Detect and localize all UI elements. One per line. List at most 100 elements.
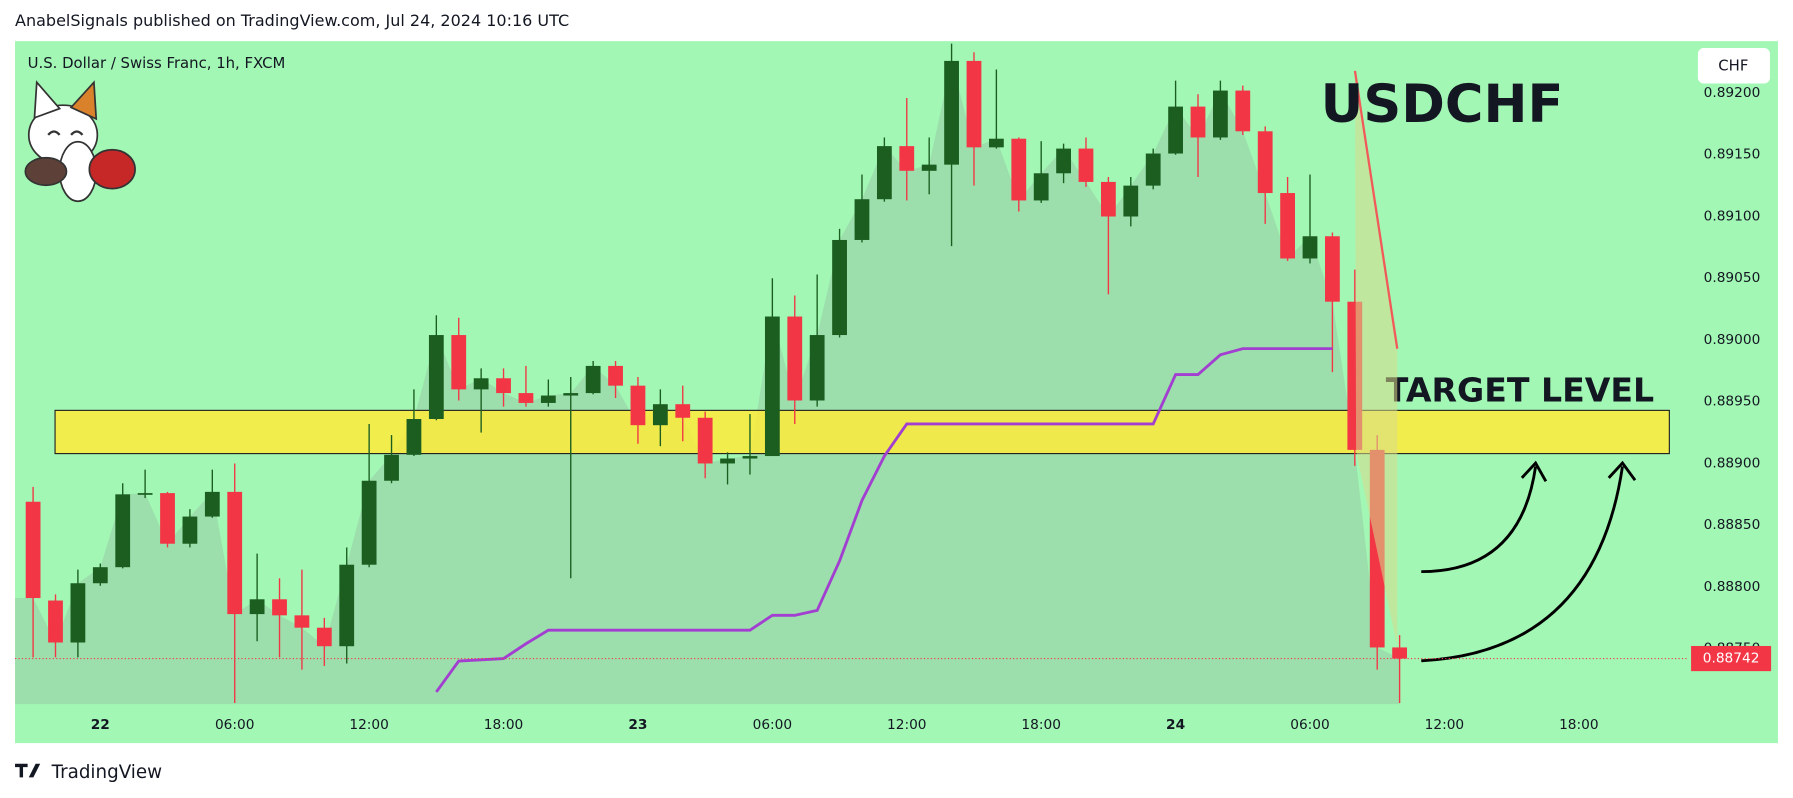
x-tick-label: 06:00 (753, 717, 792, 733)
candle-body (518, 393, 534, 403)
candle-body (787, 316, 803, 401)
target-zone (54, 409, 1670, 455)
candle-body (294, 615, 310, 628)
candle-body (316, 627, 332, 647)
candle-body (1123, 185, 1139, 217)
footer-logo (15, 763, 41, 778)
trend-line (1353, 70, 1399, 349)
candle-body (115, 494, 131, 568)
arrow-head (1607, 460, 1637, 482)
candle-body (406, 419, 422, 455)
x-tick-label: 12:00 (1425, 717, 1465, 733)
y-tick-label: 0.89100 (1704, 209, 1761, 225)
zone-layer: TARGET LEVEL (54, 371, 1670, 455)
drawing-fill (1354, 70, 1398, 646)
arrow (1421, 466, 1624, 663)
candle-body (1213, 90, 1228, 138)
x-tick-label: 06:00 (215, 717, 255, 733)
arrow-head (1520, 460, 1548, 483)
currency-label: CHF (1718, 56, 1748, 74)
candle-body (563, 393, 579, 396)
candle-body (1078, 148, 1094, 182)
candle-body (272, 599, 287, 616)
y-tick-label: 0.88900 (1704, 455, 1761, 471)
candle-body (608, 365, 623, 386)
candle-body (944, 60, 959, 165)
candle-body (137, 493, 153, 495)
candle-body (876, 146, 892, 200)
indicator-line (435, 347, 1333, 693)
candle-body (966, 60, 982, 148)
candle-body (92, 567, 108, 584)
mascot (24, 80, 136, 203)
candle-body (451, 335, 467, 390)
candle-body (1100, 181, 1116, 217)
candle-body (1392, 647, 1408, 659)
candle-body (384, 454, 399, 481)
candle-body (809, 335, 825, 401)
candle-body (204, 491, 220, 517)
candle-body (1056, 148, 1071, 174)
axis-layer: 0.89200 0.89150 0.89100 0.89050 0.89000 0.889… (15, 85, 1772, 733)
y-tick-label: 0.88950 (1704, 394, 1761, 410)
y-tick-label: 0.89000 (1704, 332, 1761, 348)
y-tick-label: 0.88850 (1704, 517, 1761, 533)
candle-body (1280, 193, 1295, 259)
candle-body (70, 583, 86, 643)
candle-body (1325, 236, 1340, 302)
candle-body (1168, 106, 1183, 154)
y-tick-label: 0.88800 (1704, 579, 1761, 595)
candle-body (921, 164, 937, 171)
candle-body (227, 491, 243, 615)
candle-body (1145, 153, 1161, 186)
candle-body (832, 239, 847, 336)
x-tick-label: 24 (1166, 717, 1185, 733)
candle-body (585, 365, 601, 394)
candle-body (182, 516, 198, 544)
candle-body (652, 404, 668, 426)
x-tick-label: 18:00 (1559, 717, 1599, 733)
zone-label: TARGET LEVEL (1386, 371, 1654, 410)
currency-button[interactable] (1697, 48, 1770, 84)
x-tick-label: 12:00 (887, 717, 927, 733)
candle-body (1033, 173, 1049, 201)
area-layer (15, 60, 1400, 705)
candle-body (1235, 90, 1251, 132)
arrow (1421, 466, 1538, 574)
candle-body (1257, 131, 1273, 194)
y-tick-label: 0.89150 (1704, 147, 1761, 163)
candle-body (25, 501, 41, 599)
publisher-header: AnabelSignals published on TradingView.c… (15, 11, 569, 30)
close-area (15, 60, 1400, 705)
x-tick-label: 12:00 (349, 717, 389, 733)
candle-layer (25, 43, 1408, 704)
candle-body (697, 417, 713, 464)
x-tick-label: 18:00 (484, 717, 524, 733)
candle-body (675, 404, 691, 418)
x-tick-label: 18:00 (1021, 717, 1061, 733)
x-tick-label: 06:00 (1290, 717, 1330, 733)
candle-body (428, 335, 444, 420)
candle-body (473, 378, 489, 390)
candle-body (339, 564, 355, 647)
candle-body (1302, 236, 1318, 259)
candle-body (854, 199, 870, 240)
y-tick-label: 0.89050 (1704, 270, 1761, 286)
candle-body (1190, 106, 1206, 138)
candle-body (988, 138, 1004, 148)
candle-body (742, 456, 758, 459)
candle-body (496, 378, 511, 394)
candle-body (630, 385, 646, 426)
x-tick-label: 22 (91, 717, 110, 733)
symbol-title: U.S. Dollar / Swiss Franc, 1h, FXCM (28, 54, 286, 72)
last-price-label: 0.88742 (1703, 651, 1760, 667)
footer-brand: TradingView (51, 762, 163, 783)
x-tick-label: 23 (628, 717, 647, 733)
candle-body (249, 599, 265, 615)
candle-body (48, 600, 63, 643)
last-price-badge (1691, 645, 1772, 672)
candle-body (1011, 138, 1027, 201)
annotation: USDCHF (1321, 74, 1564, 135)
